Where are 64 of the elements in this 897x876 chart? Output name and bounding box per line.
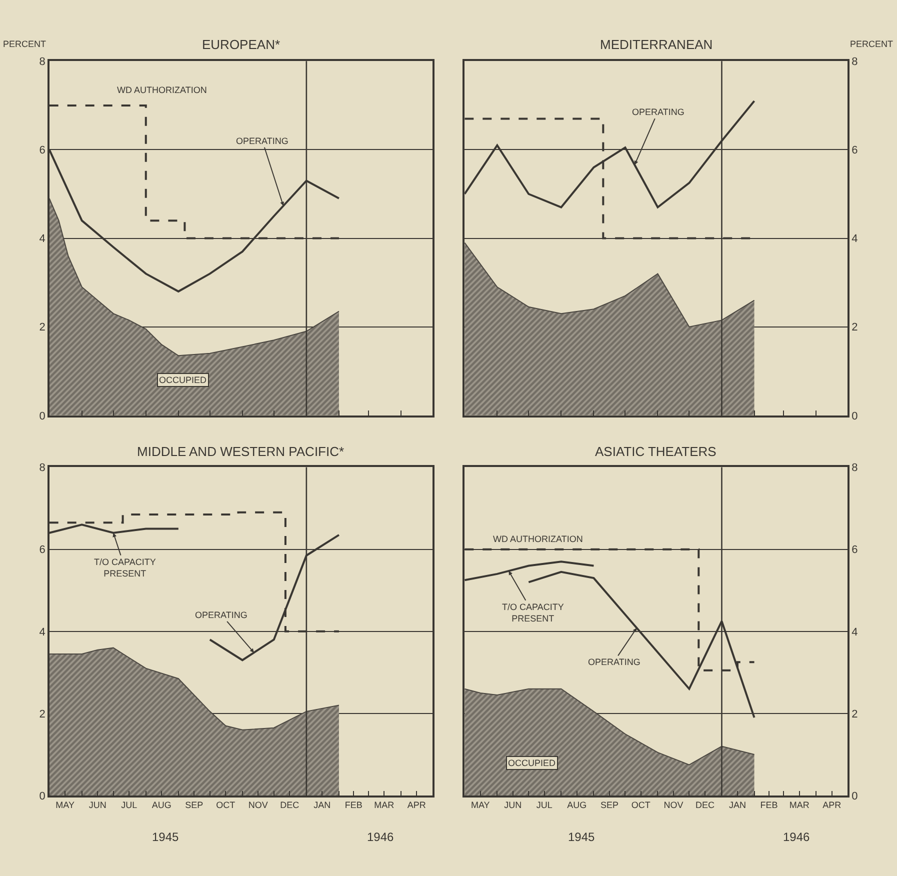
- x-tick-label: JAN: [728, 800, 746, 810]
- series-label: OPERATING: [588, 657, 640, 667]
- y-tick-label: 0: [852, 790, 858, 802]
- chart-title: EUROPEAN*: [202, 37, 280, 52]
- x-tick-label: NOV: [248, 800, 268, 810]
- x-tick-label: FEB: [344, 800, 362, 810]
- y-tick-label: 6: [39, 144, 46, 157]
- y-axis-title: PERCENT: [3, 39, 47, 49]
- x-tick-label: MAY: [56, 800, 74, 810]
- y-tick-label: 0: [39, 410, 46, 422]
- x-tick-label: DEC: [695, 800, 715, 810]
- x-tick-label: APR: [407, 800, 426, 810]
- x-tick-label: SEP: [185, 800, 204, 810]
- x-tick-label: DEC: [280, 800, 300, 810]
- chart-title: MIDDLE AND WESTERN PACIFIC*: [137, 444, 344, 459]
- x-tick-label: JAN: [314, 800, 331, 810]
- y-axis-title: PERCENT: [850, 39, 894, 49]
- x-tick-label: JUN: [504, 800, 522, 810]
- x-tick-label: NOV: [664, 800, 684, 810]
- text: T/O CAPACITY PRESENT: [94, 557, 156, 579]
- y-tick-label: 2: [852, 708, 858, 720]
- x-tick-label: MAR: [789, 800, 810, 810]
- y-tick-label: 8: [39, 56, 46, 68]
- y-tick-label: 2: [39, 708, 46, 720]
- y-tick-label: 0: [852, 410, 858, 422]
- y-tick-label: 8: [852, 56, 858, 68]
- text: 1946: [367, 830, 394, 844]
- y-tick-label: 8: [852, 462, 858, 474]
- text: 1945: [152, 830, 180, 844]
- y-tick-label: 6: [852, 144, 858, 157]
- text: OPERATING: [236, 136, 288, 146]
- y-tick-label: 6: [852, 544, 858, 556]
- series-label: OCCUPIED: [159, 375, 208, 385]
- chart-title: ASIATIC THEATERS: [595, 444, 717, 459]
- x-tick-label: JUN: [88, 800, 106, 810]
- series-label: WD AUTHORIZATION: [117, 85, 207, 95]
- text: 1946: [783, 830, 810, 844]
- x-tick-label: OCT: [216, 800, 236, 810]
- x-tick-label: MAR: [374, 800, 395, 810]
- text: OPERATING: [632, 107, 684, 117]
- chart-title: MEDITERRANEAN: [600, 37, 713, 52]
- x-tick-label: SEP: [600, 800, 618, 810]
- text: OPERATING: [195, 610, 248, 620]
- y-tick-label: 4: [39, 626, 46, 638]
- x-tick-label: OCT: [631, 800, 651, 810]
- y-tick-label: 4: [39, 233, 46, 246]
- series-label: OCCUPIED: [508, 758, 556, 768]
- x-tick-label: FEB: [760, 800, 778, 810]
- y-tick-label: 2: [39, 322, 46, 334]
- y-tick-label: 4: [852, 626, 858, 638]
- text: 1945: [568, 830, 596, 844]
- x-tick-label: JUL: [536, 800, 552, 810]
- series-label: WD AUTHORIZATION: [493, 534, 583, 544]
- x-tick-label: JUL: [121, 800, 138, 810]
- x-tick-label: APR: [822, 800, 842, 810]
- x-tick-label: AUG: [567, 800, 587, 810]
- y-tick-label: 8: [39, 462, 46, 474]
- x-tick-label: AUG: [152, 800, 172, 810]
- y-tick-label: 4: [852, 233, 858, 246]
- y-tick-label: 6: [39, 544, 46, 556]
- x-tick-label: MAY: [470, 800, 490, 810]
- y-tick-label: 2: [852, 322, 858, 334]
- y-tick-label: 0: [39, 790, 46, 802]
- text: T/O CAPACITY PRESENT: [502, 602, 564, 624]
